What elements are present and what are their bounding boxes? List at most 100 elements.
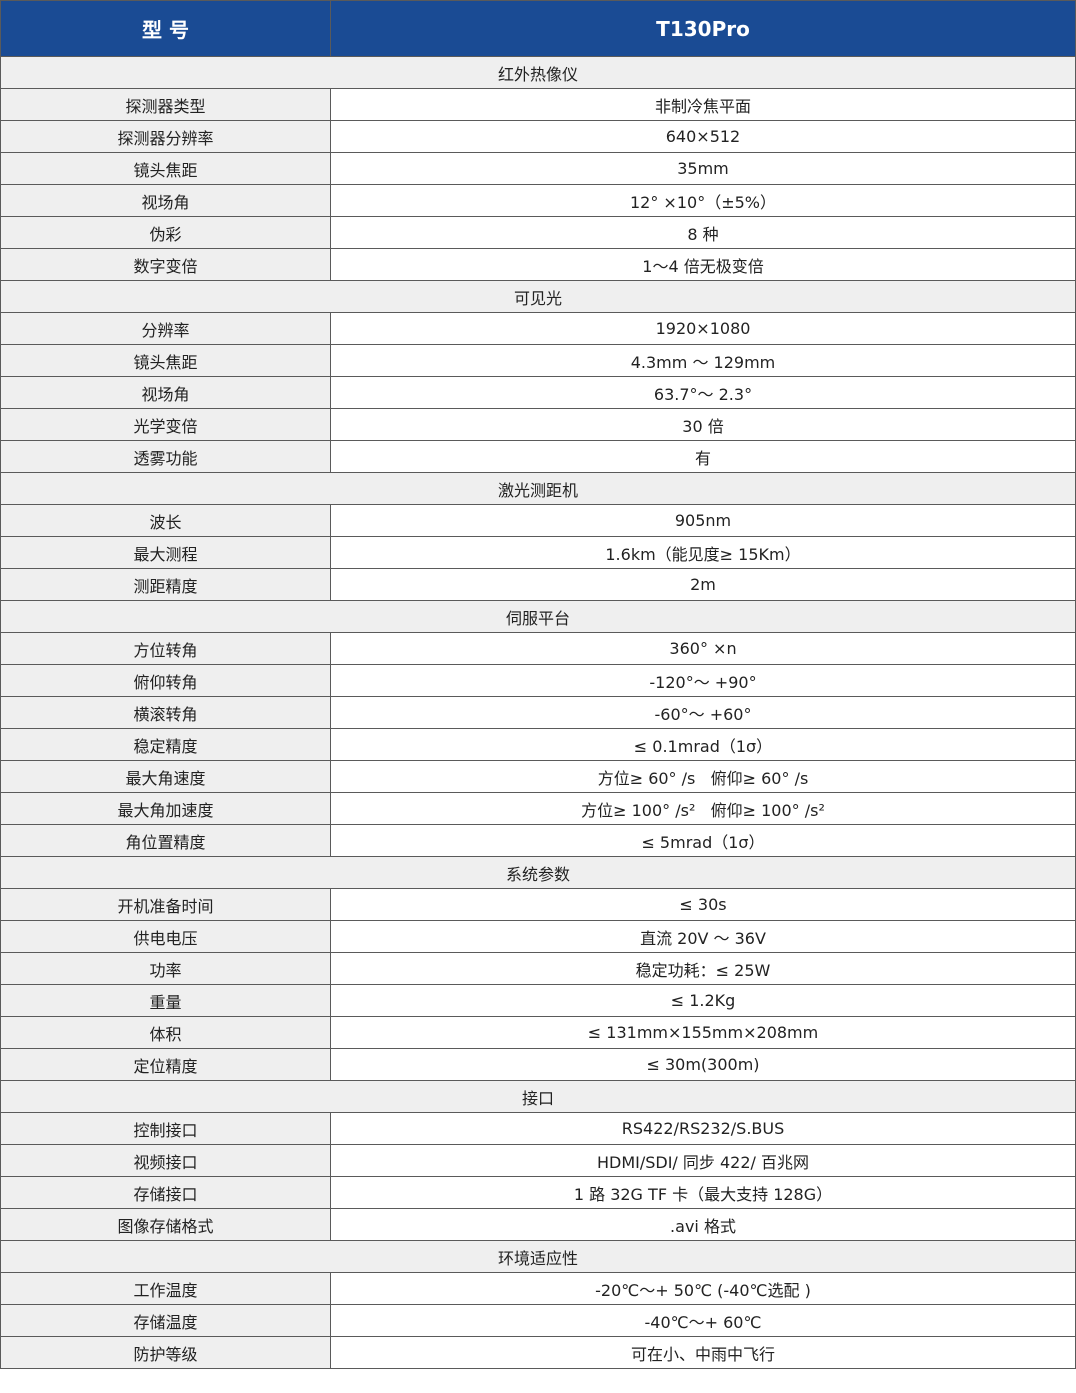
spec-label: 供电电压	[0, 920, 331, 953]
table-row: 视频接口 HDMI/SDI/ 同步 422/ 百兆网	[0, 1144, 1076, 1177]
table-row: 供电电压 直流 20V ～ 36V	[0, 920, 1076, 953]
table-row: 存储温度 -40℃～+ 60℃	[0, 1304, 1076, 1337]
spec-label: 分辨率	[0, 312, 331, 345]
table-row: 透雾功能有	[0, 440, 1076, 473]
spec-value: 30 倍	[330, 408, 1076, 441]
spec-value: 1.6km（能见度≥ 15Km）	[330, 536, 1076, 569]
spec-label: 横滚转角	[0, 696, 331, 729]
spec-label: 最大角加速度	[0, 792, 331, 825]
spec-value: ≤ 0.1mrad（1σ）	[330, 728, 1076, 761]
spec-label: 视场角	[0, 376, 331, 409]
table-row: 探测器分辨率 640×512	[0, 120, 1076, 153]
spec-value: ≤ 30m(300m)	[330, 1048, 1076, 1081]
spec-label: 最大测程	[0, 536, 331, 569]
table-row: 体积 ≤ 131mm×155mm×208mm	[0, 1016, 1076, 1049]
spec-label: 俯仰转角	[0, 664, 331, 697]
spec-value: 35mm	[330, 152, 1076, 185]
section-title: 可见光	[0, 280, 1076, 313]
table-row: 数字变倍 1～4 倍无极变倍	[0, 248, 1076, 281]
spec-value: -20℃～+ 50℃ (-40℃选配 )	[330, 1272, 1076, 1305]
table-row: 伪彩 8 种	[0, 216, 1076, 249]
spec-value: HDMI/SDI/ 同步 422/ 百兆网	[330, 1144, 1076, 1177]
table-row: 波长 905nm	[0, 504, 1076, 537]
spec-value: 稳定功耗：≤ 25W	[330, 952, 1076, 985]
spec-label: 存储温度	[0, 1304, 331, 1337]
table-row: 镜头焦距 4.3mm ～ 129mm	[0, 344, 1076, 377]
table-row: 横滚转角 -60°～ +60°	[0, 696, 1076, 729]
spec-value: ≤ 30s	[330, 888, 1076, 921]
spec-label: 镜头焦距	[0, 152, 331, 185]
spec-label: 测距精度	[0, 568, 331, 601]
spec-value: 非制冷焦平面	[330, 88, 1076, 121]
spec-value: 可在小、中雨中飞行	[330, 1336, 1076, 1369]
spec-label: 控制接口	[0, 1112, 331, 1145]
model-label: 型 号	[0, 0, 331, 57]
section-title: 红外热像仪	[0, 56, 1076, 89]
section-title: 激光测距机	[0, 472, 1076, 505]
spec-value: .avi 格式	[330, 1208, 1076, 1241]
table-row: 最大角速度 方位≥ 60° /s 俯仰≥ 60° /s	[0, 760, 1076, 793]
spec-label: 体积	[0, 1016, 331, 1049]
table-row: 探测器类型 非制冷焦平面	[0, 88, 1076, 121]
table-row: 角位置精度 ≤ 5mrad（1σ）	[0, 824, 1076, 857]
section-header-row: 接口	[0, 1080, 1076, 1113]
spec-value: 905nm	[330, 504, 1076, 537]
spec-label: 工作温度	[0, 1272, 331, 1305]
table-row: 功率 稳定功耗：≤ 25W	[0, 952, 1076, 985]
section-title: 伺服平台	[0, 600, 1076, 633]
spec-value: 4.3mm ～ 129mm	[330, 344, 1076, 377]
spec-value: RS422/RS232/S.BUS	[330, 1112, 1076, 1145]
spec-label: 光学变倍	[0, 408, 331, 441]
spec-value: 12° ×10°（±5%）	[330, 184, 1076, 217]
spec-value: ≤ 1.2Kg	[330, 984, 1076, 1017]
spec-value: -120°～ +90°	[330, 664, 1076, 697]
spec-label: 最大角速度	[0, 760, 331, 793]
section-header-row: 红外热像仪	[0, 56, 1076, 89]
spec-value: 直流 20V ～ 36V	[330, 920, 1076, 953]
table-row: 方位转角 360° ×n	[0, 632, 1076, 665]
spec-value: ≤ 5mrad（1σ）	[330, 824, 1076, 857]
table-row: 俯仰转角 -120°～ +90°	[0, 664, 1076, 697]
spec-value: 8 种	[330, 216, 1076, 249]
section-header-row: 伺服平台	[0, 600, 1076, 633]
table-row: 定位精度 ≤ 30m(300m)	[0, 1048, 1076, 1081]
spec-value: 方位≥ 60° /s 俯仰≥ 60° /s	[330, 760, 1076, 793]
section-title: 系统参数	[0, 856, 1076, 889]
table-row: 分辨率 1920×1080	[0, 312, 1076, 345]
spec-label: 存储接口	[0, 1176, 331, 1209]
spec-value: 1 路 32G TF 卡（最大支持 128G）	[330, 1176, 1076, 1209]
spec-value: -60°～ +60°	[330, 696, 1076, 729]
spec-label: 功率	[0, 952, 331, 985]
spec-value: 360° ×n	[330, 632, 1076, 665]
spec-label: 探测器分辨率	[0, 120, 331, 153]
spec-label: 防护等级	[0, 1336, 331, 1369]
spec-value: -40℃～+ 60℃	[330, 1304, 1076, 1337]
table-row: 控制接口 RS422/RS232/S.BUS	[0, 1112, 1076, 1145]
table-row: 重量 ≤ 1.2Kg	[0, 984, 1076, 1017]
model-value: T130Pro	[330, 0, 1076, 57]
spec-value: 方位≥ 100° /s² 俯仰≥ 100° /s²	[330, 792, 1076, 825]
spec-label: 探测器类型	[0, 88, 331, 121]
section-title: 环境适应性	[0, 1240, 1076, 1273]
table-row: 稳定精度 ≤ 0.1mrad（1σ）	[0, 728, 1076, 761]
spec-body: 红外热像仪 探测器类型 非制冷焦平面 探测器分辨率 640×512 镜头焦距 35mm 视场角…	[0, 56, 1076, 1369]
spec-label: 透雾功能	[0, 440, 331, 473]
table-row: 存储接口 1 路 32G TF 卡（最大支持 128G）	[0, 1176, 1076, 1209]
header-row: 型 号 T130Pro	[0, 0, 1076, 57]
spec-label: 角位置精度	[0, 824, 331, 857]
table-row: 测距精度 2m	[0, 568, 1076, 601]
spec-label: 图像存储格式	[0, 1208, 331, 1241]
spec-value: 1920×1080	[330, 312, 1076, 345]
spec-label: 定位精度	[0, 1048, 331, 1081]
section-header-row: 环境适应性	[0, 1240, 1076, 1273]
spec-label: 伪彩	[0, 216, 331, 249]
spec-label: 视频接口	[0, 1144, 331, 1177]
spec-value: 640×512	[330, 120, 1076, 153]
table-row: 图像存储格式 .avi 格式	[0, 1208, 1076, 1241]
table-row: 开机准备时间 ≤ 30s	[0, 888, 1076, 921]
spec-label: 数字变倍	[0, 248, 331, 281]
spec-label: 视场角	[0, 184, 331, 217]
spec-label: 波长	[0, 504, 331, 537]
spec-label: 稳定精度	[0, 728, 331, 761]
